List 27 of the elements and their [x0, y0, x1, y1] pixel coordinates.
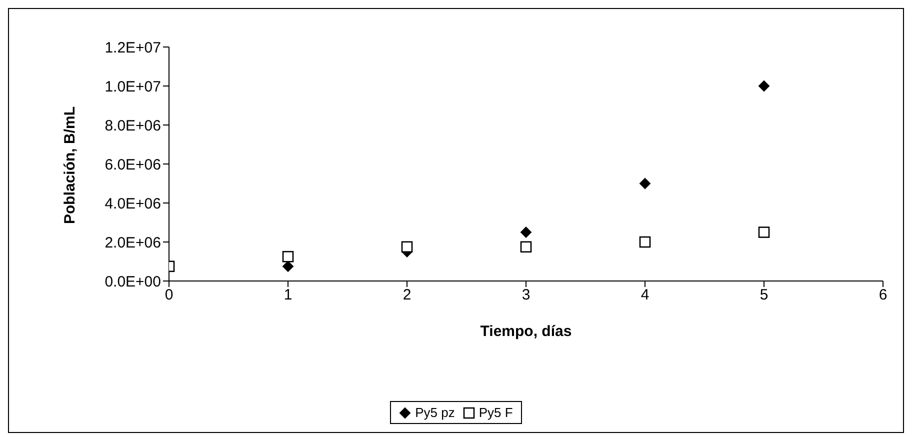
legend-label: Py5 F: [478, 405, 513, 420]
y-tick-label: 0.0E+00: [104, 273, 161, 290]
point: [520, 226, 532, 238]
y-tick-label: 8.0E+06: [104, 117, 161, 134]
point: [520, 241, 532, 253]
y-tick-label: 6.0E+06: [104, 156, 161, 174]
x-tick-label: 5: [760, 286, 768, 304]
point: [758, 80, 770, 92]
x-tick-label: 0: [164, 286, 174, 304]
point: [758, 226, 770, 238]
y-tick-label: 1.0E+07: [104, 78, 161, 96]
x-tick-label: 6: [878, 286, 888, 304]
point: [639, 236, 651, 248]
x-axis-title: Tiempo, días: [480, 323, 572, 340]
x-tick-label: 4: [640, 286, 650, 304]
point: [401, 241, 413, 253]
y-tick-label: 4.0E+06: [104, 195, 161, 212]
point: [282, 250, 294, 262]
x-tick-label: 3: [522, 286, 530, 304]
point: [640, 178, 650, 189]
y-axis-title: Población, B/mL: [61, 106, 78, 224]
legend-label: Py5 pz: [414, 405, 455, 420]
y-tick-label: 1.2E+07: [104, 39, 161, 56]
y-tick-label: 2.0E+06: [104, 234, 161, 252]
x-tick-label: 1: [284, 286, 292, 304]
point: [282, 260, 294, 272]
x-tick-label: 2: [402, 286, 412, 304]
